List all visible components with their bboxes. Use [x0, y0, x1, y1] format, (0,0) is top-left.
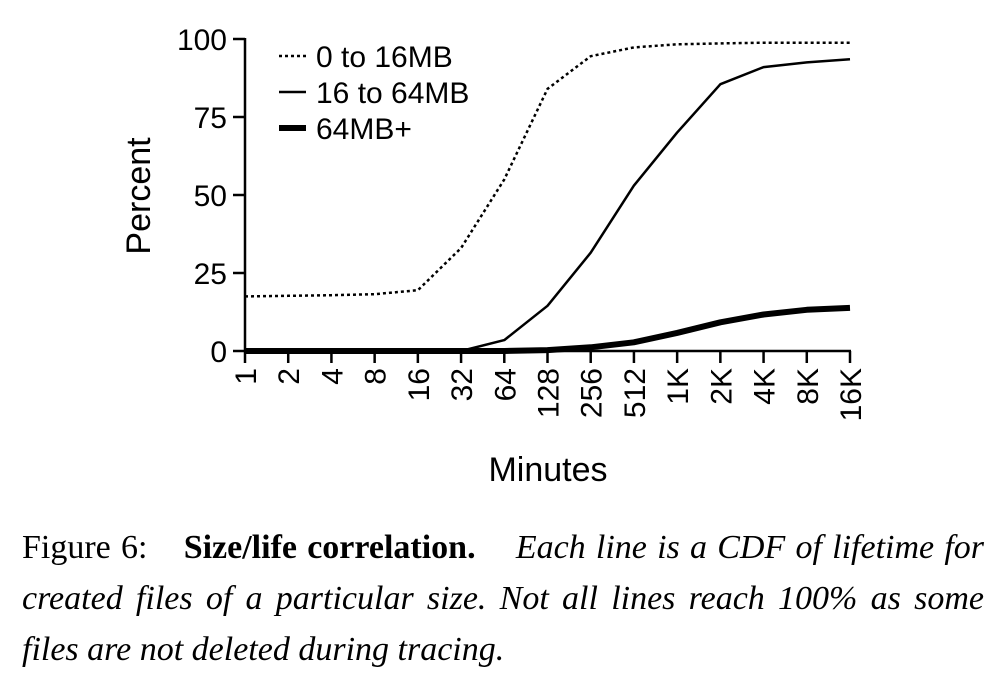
x-tick-label: 16K: [835, 368, 868, 421]
y-tick-label: 50: [194, 180, 227, 213]
y-tick-label: 25: [194, 258, 227, 291]
x-tick-label: 8: [360, 368, 393, 385]
y-axis-label: Percent: [120, 137, 158, 255]
x-tick-label: 16: [403, 368, 436, 401]
x-tick-label: 1K: [662, 368, 695, 405]
x-tick-label: 2K: [705, 368, 738, 405]
x-tick-label: 256: [576, 368, 609, 418]
figure-label: Figure 6:: [22, 529, 148, 566]
y-tick-label: 0: [210, 336, 227, 369]
x-tick-label: 1: [230, 368, 263, 385]
y-tick-label: 75: [194, 102, 227, 135]
y-tick-label: 100: [177, 24, 227, 57]
x-tick-label: 128: [533, 368, 566, 418]
legend-label-0: 0 to 16MB: [316, 41, 453, 74]
axes-layer: 0 25 50 75 100 1 2 4 8 16 32 64 128 256 512 1K 2K 4K 8K 16K: [177, 24, 868, 421]
legend-label-1: 16 to 64MB: [316, 77, 469, 110]
series-line-2: [245, 304, 851, 354]
series-line-0: [244, 41, 850, 298]
figure-caption: Figure 6: Size/life correlation. Each li…: [22, 522, 984, 675]
x-tick-label: 2: [273, 368, 306, 385]
figure-description: Each line is a CDF of lifetime for creat…: [22, 529, 985, 668]
x-tick-label: 64: [489, 368, 522, 401]
figure-title: Size/life correlation.: [183, 529, 476, 566]
x-tick-label: 32: [446, 368, 479, 401]
x-tick-label: 4K: [749, 368, 782, 405]
x-tick-label: 512: [619, 368, 652, 418]
line-chart: 0 25 50 75 100 1 2 4 8 16 32 64 128 256 512 1K 2K 4K 8K 16K…: [120, 24, 868, 489]
x-tick-label: 8K: [792, 368, 825, 405]
legend-label-2: 64MB+: [316, 113, 412, 146]
x-tick-label: 4: [316, 368, 349, 385]
x-axis-label: Minutes: [488, 451, 607, 489]
